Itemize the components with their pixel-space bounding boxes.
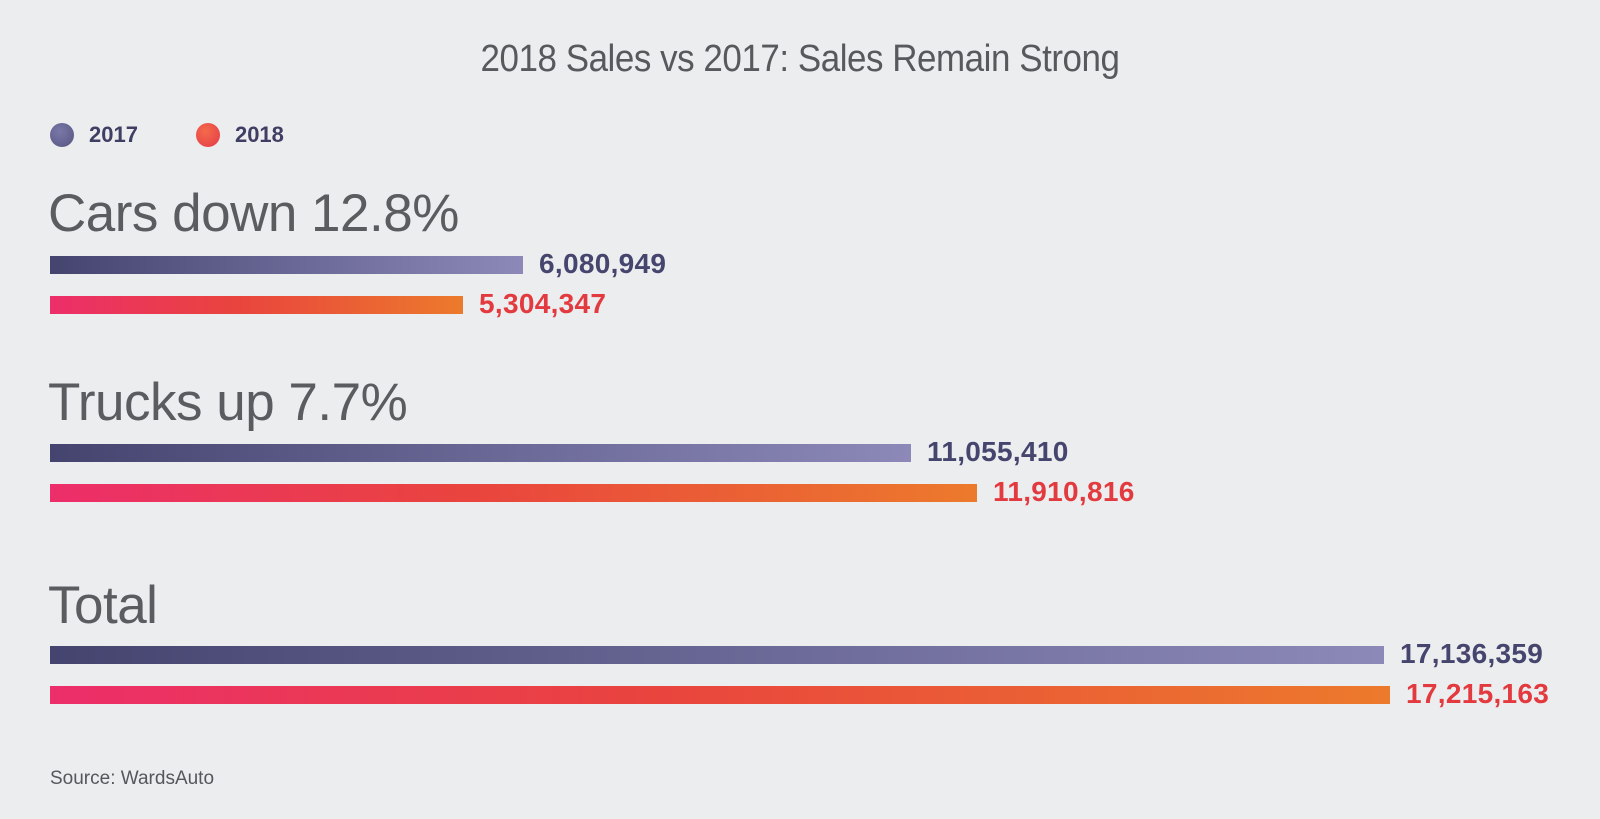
legend-label-2017: 2017 [89,122,138,147]
value-label-cars-2017: 6,080,949 [539,248,667,279]
bar-total-2018 [50,686,1390,704]
bar-trucks-2017 [50,444,911,462]
group-label-total: Total [48,576,158,635]
legend-label-2018: 2018 [234,122,284,147]
chart-title: 2018 Sales vs 2017: Sales Remain Strong [480,38,1120,80]
group-label-trucks: Trucks up 7.7% [48,373,408,432]
legend-item-2017: 2017 [50,122,138,148]
bar-cars-2017 [50,256,523,274]
value-label-cars-2018: 5,304,347 [479,288,607,319]
bar-trucks-2018 [50,484,977,502]
value-label-trucks-2017: 11,055,410 [927,436,1069,467]
legend-item-2018: 2018 [195,122,284,148]
value-label-total-2017: 17,136,359 [1400,638,1544,669]
legend-dot-2017-icon [50,123,74,147]
bar-total-2017 [50,646,1384,664]
legend: 2017 2018 [50,122,342,148]
group-label-cars: Cars down 12.8% [48,184,459,243]
value-label-trucks-2018: 11,910,816 [993,476,1135,507]
source-note: Source: WardsAuto [50,768,215,789]
legend-dot-2018-icon [195,123,220,147]
bar-cars-2018 [50,296,463,314]
value-label-total-2018: 17,215,163 [1406,678,1550,709]
